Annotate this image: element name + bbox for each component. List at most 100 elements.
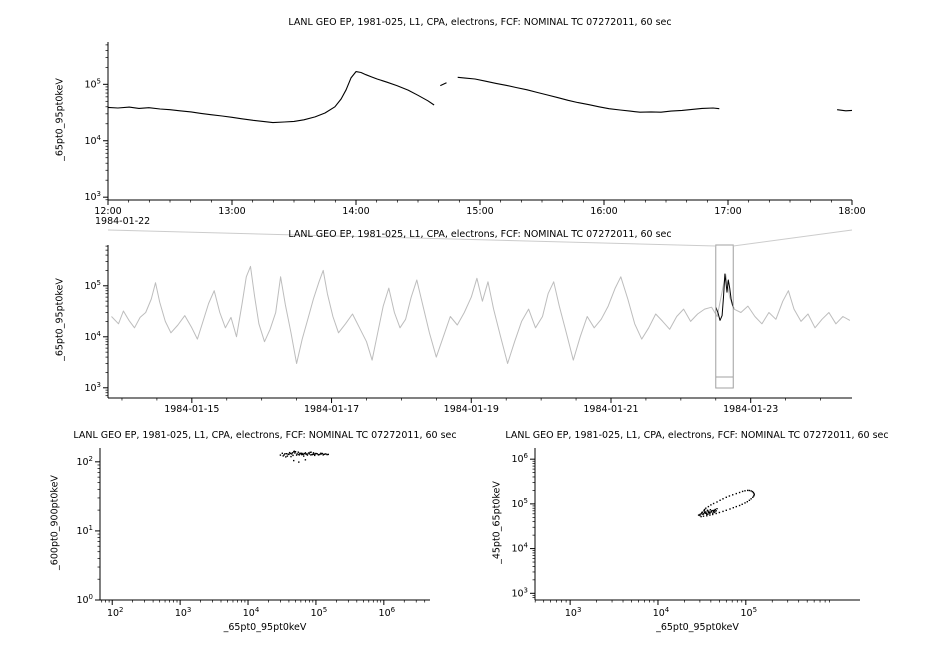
scatter-point — [729, 508, 731, 510]
scatter-right-plot: 103 104 105 106 103 104 105 — [511, 448, 860, 619]
log-tick-label: 104 — [511, 542, 528, 555]
scatter-point — [318, 454, 320, 456]
scatter-point — [704, 512, 706, 514]
log-tick-label: 103 — [175, 606, 192, 619]
scatter-point — [714, 508, 716, 511]
top-timeseries-plot-area[interactable] — [108, 42, 852, 200]
log-tick-label: 105 — [84, 77, 101, 90]
scatter-point — [712, 512, 714, 514]
scatter-point — [290, 455, 292, 458]
scatter-point — [751, 490, 754, 493]
scatter-point — [293, 450, 295, 452]
scatter-point — [706, 515, 708, 517]
scatter-point — [279, 454, 282, 456]
scatter-point — [315, 452, 317, 455]
scatter-point — [310, 451, 312, 453]
x-tick-label: 1984-01-23 — [723, 404, 778, 415]
scatter-point — [732, 494, 734, 496]
scatter-point — [291, 452, 294, 454]
scatter-point — [304, 459, 307, 461]
scatter-point — [309, 451, 311, 454]
scatter-point — [289, 452, 291, 455]
scatter-point — [307, 452, 310, 454]
scatter-point — [704, 508, 706, 511]
scatter-point — [748, 499, 751, 501]
scatter-point — [712, 509, 714, 512]
scatter-point — [302, 452, 304, 455]
scatter-point — [319, 453, 321, 456]
scatter-point — [707, 513, 709, 515]
scatter-point — [304, 452, 307, 454]
scatter-left-xlabel: _65pt0_95pt0keV — [223, 622, 307, 633]
scatter-point — [291, 453, 293, 455]
scatter-point — [288, 453, 290, 456]
context-timeseries-plot: 103 104 105 1984-01-15 1984-01-17 1984-01-19 1… — [84, 244, 852, 415]
scatter-point — [285, 456, 287, 458]
scatter-point — [714, 511, 716, 513]
scatter-point — [712, 510, 715, 513]
scatter-point — [719, 499, 721, 501]
highlighted-interval-series — [715, 273, 735, 321]
scatter-point — [744, 502, 746, 504]
scatter-point — [718, 511, 721, 514]
scatter-point — [701, 511, 703, 513]
scatter-point — [316, 453, 318, 455]
context-plot-title: LANL GEO EP, 1981-025, L1, CPA, electron… — [288, 229, 672, 240]
top-plot-ylabel: _65pt0_95pt0keV — [54, 78, 66, 161]
scatter-point — [292, 454, 294, 457]
scatter-point — [323, 453, 326, 455]
scatter-point — [294, 452, 296, 454]
scatter-point — [703, 511, 706, 513]
scatter-point — [699, 513, 701, 516]
scatter-point — [320, 453, 322, 455]
x-tick-label: 14:00 — [342, 206, 369, 217]
scatter-point — [308, 453, 310, 455]
log-tick-label: 103 — [511, 586, 528, 599]
context-timeseries-plot-area[interactable] — [108, 245, 852, 398]
scatter-point — [306, 453, 308, 455]
scatter-point — [706, 513, 708, 516]
scatter-point — [735, 505, 737, 508]
scatter-point — [705, 512, 707, 514]
scatter-point — [747, 489, 749, 492]
scatter-point — [702, 513, 704, 515]
scatter-left-title: LANL GEO EP, 1981-025, L1, CPA, electron… — [73, 430, 457, 441]
scatter-point — [295, 454, 298, 456]
scatter-point — [323, 453, 325, 456]
scatter-point — [748, 489, 751, 492]
scatter-point — [325, 453, 327, 455]
top-timeseries-series — [457, 76, 720, 113]
zoom-connector-left — [107, 229, 716, 247]
scatter-point — [298, 461, 300, 463]
scatter-point — [288, 451, 291, 454]
scatter-right-plot-area[interactable] — [535, 448, 860, 600]
log-tick-label: 106 — [379, 606, 396, 619]
scatter-point — [715, 512, 717, 515]
zoom-selection-box[interactable] — [715, 244, 734, 389]
scatter-point — [725, 509, 727, 511]
scatter-point — [298, 454, 300, 456]
log-tick-label: 100 — [76, 593, 93, 606]
x-tick-label: 12:00 — [94, 206, 121, 217]
scatter-point — [712, 513, 714, 516]
scatter-left-plot-area[interactable] — [100, 448, 430, 600]
scatter-point — [750, 498, 752, 500]
log-tick-label: 101 — [76, 524, 93, 537]
scatter-point — [708, 512, 711, 514]
scatter-point — [699, 514, 701, 517]
log-tick-label: 104 — [84, 134, 101, 147]
scatter-point — [297, 451, 299, 453]
scatter-point — [728, 495, 731, 497]
context-timeseries-series — [111, 265, 851, 364]
scatter-point — [741, 503, 743, 505]
top-timeseries-plot: 103 104 105 12:00 13:00 14:00 15:00 16:00 17:00 1… — [84, 42, 866, 217]
scatter-point — [327, 453, 329, 456]
scatter-point — [713, 509, 716, 511]
scatter-point — [326, 453, 328, 456]
scatter-point — [299, 452, 301, 454]
top-plot-title: LANL GEO EP, 1981-025, L1, CPA, electron… — [288, 17, 672, 28]
scatter-point — [702, 515, 705, 517]
scatter-point — [712, 502, 715, 505]
